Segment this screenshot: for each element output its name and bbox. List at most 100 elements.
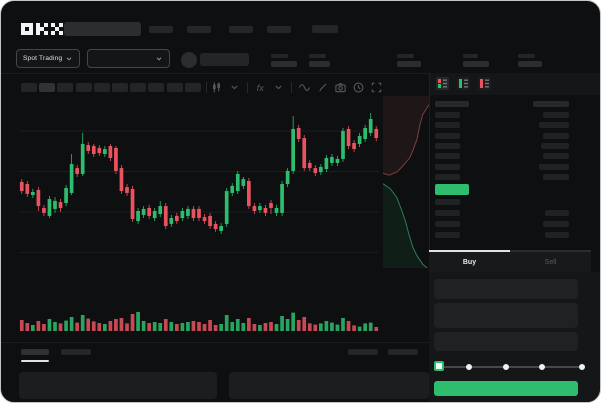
bid-amount-placeholder[interactable] [543, 221, 569, 227]
bid-price-placeholder[interactable] [435, 232, 460, 238]
volume-bar [274, 324, 279, 331]
total-field-placeholder[interactable] [434, 332, 578, 351]
tab-buy[interactable]: Buy [429, 250, 510, 272]
orders-tab-placeholder-active[interactable] [21, 349, 49, 355]
pair-select[interactable] [87, 49, 170, 68]
candle-body [186, 208, 190, 216]
price-field-placeholder[interactable] [434, 279, 578, 299]
ask-price-placeholder[interactable] [435, 173, 460, 180]
volume-bar [213, 325, 218, 331]
candles-icon[interactable] [211, 82, 222, 93]
candle-body [163, 206, 168, 227]
nav-item-placeholder[interactable] [267, 26, 291, 33]
ask-amount-placeholder[interactable] [543, 112, 569, 118]
volume-bar [302, 317, 307, 331]
interval-button-placeholder[interactable] [112, 83, 128, 92]
interval-button-placeholder[interactable] [184, 83, 201, 92]
bid-price-placeholder[interactable] [435, 221, 460, 227]
amount-slider-handle[interactable] [434, 361, 444, 371]
ask-price-placeholder[interactable] [435, 153, 460, 160]
ask-price-placeholder[interactable] [435, 112, 460, 118]
candle-body [374, 128, 379, 139]
pencil-icon[interactable] [317, 82, 328, 93]
chevron-down-icon[interactable] [229, 82, 240, 93]
market-type-select[interactable]: Spot Trading [16, 49, 80, 68]
bid-price-placeholder[interactable] [435, 199, 460, 205]
volume-bar [280, 316, 284, 331]
interval-button-placeholder[interactable] [57, 83, 74, 92]
indicators-icon[interactable]: fx [255, 82, 266, 93]
candle-body [318, 166, 323, 173]
pair-logo-avatar [181, 52, 197, 68]
amount-field-placeholder[interactable] [434, 303, 578, 328]
amount-slider-track[interactable] [439, 366, 585, 368]
interval-button-placeholder[interactable] [166, 83, 183, 92]
nav-item-placeholder[interactable] [312, 25, 338, 33]
volume-bar [324, 321, 329, 331]
interval-button-placeholder[interactable] [93, 83, 110, 92]
book-asks-icon[interactable] [478, 77, 491, 90]
bid-amount-placeholder[interactable] [545, 210, 569, 216]
candle-body [252, 206, 257, 212]
ask-amount-placeholder[interactable] [543, 132, 569, 139]
slider-step-dot[interactable] [539, 364, 545, 370]
volume-bar [158, 323, 163, 331]
candle-body [219, 226, 224, 231]
volume-bar [258, 325, 262, 331]
buy-submit-button[interactable] [434, 381, 578, 396]
volume-bar [357, 326, 362, 331]
candle-body [235, 173, 240, 192]
ask-amount-placeholder[interactable] [543, 173, 569, 180]
nav-item-placeholder[interactable] [187, 26, 211, 33]
orders-action-placeholder[interactable] [388, 349, 418, 355]
tab-sell[interactable]: Sell [510, 250, 591, 272]
wave-icon[interactable] [299, 82, 310, 93]
orders-tab-placeholder[interactable] [61, 349, 91, 355]
nav-item-placeholder[interactable] [149, 26, 173, 33]
candle-body [213, 223, 218, 230]
bids-depth-area [383, 183, 428, 268]
ask-amount-placeholder[interactable] [539, 163, 569, 170]
ask-price-placeholder[interactable] [435, 163, 460, 170]
ask-amount-placeholder[interactable] [539, 122, 569, 129]
orderbook-col-header-price [435, 101, 469, 107]
clock-icon[interactable] [353, 82, 364, 93]
volume-bar [119, 318, 124, 331]
volume-bar [86, 318, 91, 331]
interval-button-placeholder[interactable] [148, 83, 165, 92]
volume-bar [241, 323, 246, 331]
ask-amount-placeholder[interactable] [541, 142, 569, 149]
slider-step-dot[interactable] [579, 364, 585, 370]
book-both-icon[interactable] [436, 77, 449, 90]
volume-bar [352, 325, 356, 331]
volume-bar [47, 319, 52, 331]
interval-button-placeholder[interactable] [130, 83, 147, 92]
camera-icon[interactable] [335, 82, 346, 93]
candle-body [97, 147, 102, 154]
ask-price-placeholder[interactable] [435, 122, 460, 129]
volume-bar [291, 312, 296, 331]
expand-icon[interactable] [371, 82, 382, 93]
book-bids-icon[interactable] [457, 77, 470, 90]
orders-action-placeholder[interactable] [348, 349, 378, 355]
interval-button-placeholder[interactable] [39, 83, 56, 92]
volume-bar [180, 323, 185, 331]
ask-price-placeholder[interactable] [435, 142, 460, 149]
ask-amount-placeholder[interactable] [543, 153, 569, 160]
search-input[interactable] [64, 22, 141, 36]
bid-price-placeholder[interactable] [435, 210, 460, 216]
interval-button-placeholder[interactable] [75, 83, 92, 92]
ask-price-placeholder[interactable] [435, 132, 460, 139]
volume-bar [91, 321, 96, 331]
interval-button-placeholder[interactable] [21, 83, 37, 92]
candle-body [357, 135, 362, 144]
volume-bar [263, 323, 268, 331]
candle-body [341, 131, 345, 159]
chevron-down-icon[interactable] [273, 82, 284, 93]
stat-value-placeholder [309, 61, 330, 67]
slider-step-dot[interactable] [503, 364, 509, 370]
candle-body [346, 128, 351, 147]
slider-step-dot[interactable] [466, 364, 472, 370]
nav-item-placeholder[interactable] [229, 26, 253, 33]
bid-amount-placeholder[interactable] [545, 232, 569, 238]
